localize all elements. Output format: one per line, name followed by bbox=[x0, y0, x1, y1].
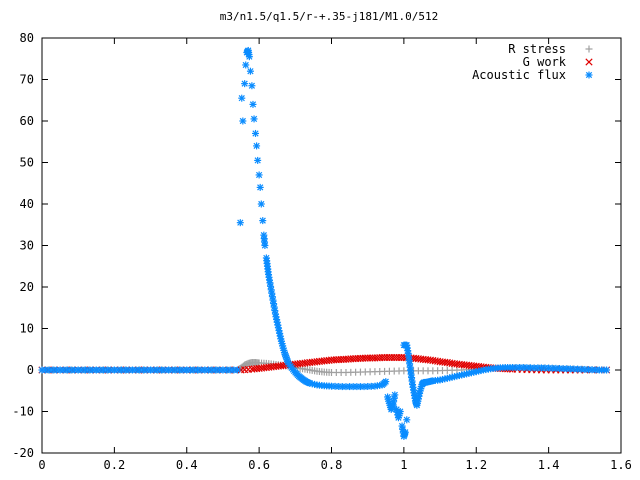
legend-marker bbox=[585, 58, 593, 66]
data-point bbox=[254, 156, 262, 164]
y-tick-label: 0 bbox=[27, 363, 34, 377]
data-point bbox=[241, 80, 249, 88]
data-point bbox=[253, 142, 261, 150]
y-tick-label: 50 bbox=[20, 156, 34, 170]
data-point bbox=[401, 428, 409, 436]
x-tick-label: 1.4 bbox=[538, 458, 560, 472]
x-tick-label: 0.2 bbox=[104, 458, 126, 472]
data-point bbox=[252, 129, 260, 137]
x-tick-label: 0 bbox=[38, 458, 45, 472]
data-point bbox=[259, 217, 267, 225]
data-point bbox=[249, 100, 257, 108]
data-point bbox=[391, 391, 399, 399]
data-point bbox=[403, 416, 411, 424]
data-point bbox=[255, 171, 263, 179]
y-tick-label: -20 bbox=[12, 446, 34, 460]
data-point bbox=[261, 242, 269, 249]
y-tick-label: 60 bbox=[20, 114, 34, 128]
data-point bbox=[396, 408, 404, 415]
y-tick-label: 70 bbox=[20, 73, 34, 87]
data-marks bbox=[38, 46, 611, 440]
y-tick-label: 40 bbox=[20, 197, 34, 211]
data-point bbox=[238, 94, 246, 102]
x-tick-label: 1.2 bbox=[465, 458, 487, 472]
legend-label: G work bbox=[523, 55, 567, 69]
data-point bbox=[382, 378, 390, 386]
data-point bbox=[233, 366, 241, 374]
data-point bbox=[256, 183, 264, 191]
data-point bbox=[245, 53, 253, 61]
data-point bbox=[239, 117, 247, 125]
plot-frame bbox=[41, 37, 622, 454]
data-point bbox=[246, 67, 254, 75]
y-tick-label: 80 bbox=[20, 31, 34, 45]
y-tick-label: 30 bbox=[20, 239, 34, 253]
data-point bbox=[273, 316, 281, 324]
legend-marker bbox=[585, 71, 593, 79]
data-point bbox=[342, 383, 350, 391]
y-tick-label: -10 bbox=[12, 405, 34, 419]
data-point bbox=[257, 200, 265, 208]
x-tick-label: 0.8 bbox=[321, 458, 343, 472]
series-acoustic-flux bbox=[38, 46, 611, 440]
legend-label: R stress bbox=[508, 42, 566, 56]
data-point bbox=[38, 366, 46, 374]
data-point bbox=[603, 366, 611, 374]
chart-title: m3/n1.5/q1.5/r-+.35-j181/M1.0/512 bbox=[220, 10, 439, 23]
axis-ticks: 0 0.2 0.4 0.6 0.8 1 1.2 1.4 1.6 -20 -10 0 10 20 30 40 50… bbox=[12, 31, 632, 472]
data-point bbox=[250, 115, 258, 123]
x-tick-label: 1.6 bbox=[610, 458, 632, 472]
data-point bbox=[248, 82, 256, 90]
legend-marker bbox=[585, 45, 593, 53]
x-tick-label: 0.4 bbox=[176, 458, 198, 472]
y-tick-label: 20 bbox=[20, 280, 34, 294]
x-tick-label: 1 bbox=[400, 458, 407, 472]
data-point bbox=[242, 61, 250, 69]
legend-label: Acoustic flux bbox=[472, 68, 566, 82]
y-tick-label: 10 bbox=[20, 322, 34, 336]
x-tick-label: 0.6 bbox=[248, 458, 270, 472]
data-point bbox=[236, 219, 244, 227]
